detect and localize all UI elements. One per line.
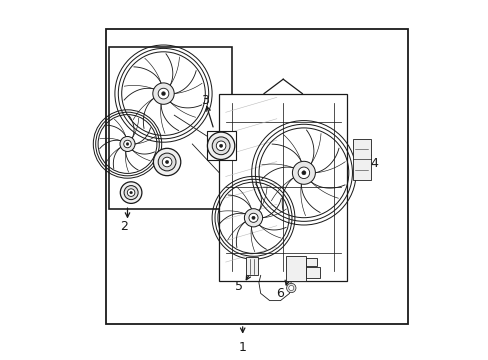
Bar bbox=[305, 267, 319, 278]
Circle shape bbox=[158, 88, 168, 99]
Circle shape bbox=[207, 132, 234, 159]
Circle shape bbox=[288, 285, 293, 291]
Circle shape bbox=[219, 144, 223, 148]
Circle shape bbox=[251, 216, 255, 220]
Bar bbox=[219, 94, 346, 281]
Circle shape bbox=[126, 143, 129, 145]
Circle shape bbox=[248, 213, 258, 222]
Circle shape bbox=[292, 161, 315, 184]
Circle shape bbox=[298, 167, 309, 179]
Bar bbox=[246, 257, 257, 275]
Bar bbox=[106, 29, 407, 324]
Bar bbox=[352, 139, 370, 180]
Text: 2: 2 bbox=[120, 220, 127, 233]
Circle shape bbox=[153, 148, 181, 176]
Bar bbox=[305, 258, 316, 266]
Circle shape bbox=[127, 189, 135, 197]
Circle shape bbox=[165, 160, 168, 164]
Bar bbox=[285, 256, 305, 281]
Circle shape bbox=[212, 137, 229, 155]
Bar bbox=[109, 47, 231, 209]
Circle shape bbox=[216, 141, 225, 150]
Circle shape bbox=[161, 92, 165, 95]
Circle shape bbox=[129, 191, 132, 194]
Circle shape bbox=[286, 283, 295, 293]
Circle shape bbox=[120, 136, 135, 152]
Circle shape bbox=[301, 171, 305, 175]
Text: 6: 6 bbox=[276, 287, 284, 300]
Bar bbox=[206, 131, 235, 160]
Text: 5: 5 bbox=[235, 280, 243, 293]
Circle shape bbox=[124, 185, 138, 199]
Circle shape bbox=[158, 153, 176, 171]
Circle shape bbox=[244, 209, 262, 227]
Circle shape bbox=[152, 83, 174, 104]
Text: 3: 3 bbox=[201, 94, 208, 107]
Circle shape bbox=[162, 157, 172, 167]
Text: 4: 4 bbox=[369, 157, 377, 170]
Circle shape bbox=[120, 182, 142, 203]
Text: 1: 1 bbox=[238, 341, 246, 354]
Circle shape bbox=[123, 140, 131, 148]
